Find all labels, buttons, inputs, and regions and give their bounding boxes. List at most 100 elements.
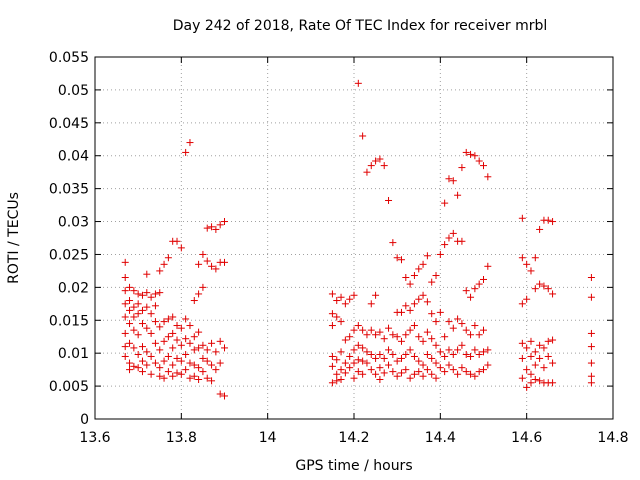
data-point [199,341,207,349]
data-point [203,346,211,354]
data-point [203,374,211,382]
data-point [480,366,487,374]
data-point [449,366,457,374]
data-point [190,346,198,354]
y-tick-label: 0.01 [58,346,89,362]
data-point [587,293,595,301]
data-point [190,333,198,341]
data-point [587,359,595,367]
data-point [190,372,198,380]
data-point [195,260,203,268]
data-point [121,273,129,281]
data-point [380,369,388,377]
data-point [527,267,535,275]
data-point [376,376,384,384]
data-point [182,315,190,323]
data-point [428,310,436,318]
data-point [151,290,159,298]
data-point [164,333,172,341]
data-point [216,337,224,345]
data-point [458,364,466,372]
data-point [333,297,341,305]
data-point [449,177,457,185]
data-point [173,336,181,344]
data-point [410,370,418,378]
data-point [130,313,138,321]
data-point [363,348,371,356]
data-point [195,344,203,352]
data-point [195,328,203,336]
data-point [549,218,557,226]
data-point [182,350,190,358]
data-point [208,262,216,270]
data-point [346,333,354,341]
data-point [359,370,367,378]
data-point [462,326,470,334]
data-point [177,324,185,332]
data-point [367,350,375,358]
data-point [587,343,595,351]
data-point [380,162,388,170]
y-tick-label: 0.035 [49,182,89,198]
data-point [549,336,557,344]
data-point [527,352,535,360]
data-point [484,173,492,181]
data-point [372,157,380,165]
data-point [462,148,470,156]
data-point [147,310,155,318]
data-point [190,361,198,369]
data-point [121,300,129,308]
data-point [221,258,228,266]
data-point [143,348,151,356]
data-point [402,350,410,358]
data-point [423,252,431,260]
data-point [333,313,341,321]
data-point [423,298,431,306]
data-point [143,270,151,278]
data-point [121,329,129,337]
data-point [156,289,164,297]
data-point [397,308,405,316]
data-point [423,350,431,358]
data-point [221,218,228,226]
data-point [423,328,431,336]
data-point [173,237,181,245]
data-point [587,379,595,387]
data-point [138,357,146,365]
data-point [195,364,203,372]
data-points [121,79,595,400]
data-point [359,357,367,365]
data-point [458,237,466,245]
data-point [415,265,423,273]
data-point [126,366,134,374]
data-point [186,322,194,330]
data-point [164,254,172,262]
data-point [354,356,362,364]
data-point [480,162,487,170]
data-point [423,366,431,374]
data-point [480,275,487,283]
data-point [337,293,345,301]
data-point [449,229,457,237]
data-point [367,162,375,170]
data-point [445,318,453,326]
data-point [203,257,211,265]
data-point [156,323,164,331]
data-point [406,374,414,382]
data-point [341,359,349,367]
data-point [415,295,423,303]
data-point [587,329,595,337]
data-point [372,354,380,362]
data-point [199,283,207,291]
data-point [397,337,405,345]
data-point [203,224,211,232]
data-point [471,285,479,293]
data-point [138,306,146,314]
data-point [126,320,134,328]
data-point [523,295,531,303]
data-point [359,132,367,140]
data-point [428,354,436,362]
data-point [121,287,129,295]
data-point [471,346,479,354]
data-point [454,315,462,323]
